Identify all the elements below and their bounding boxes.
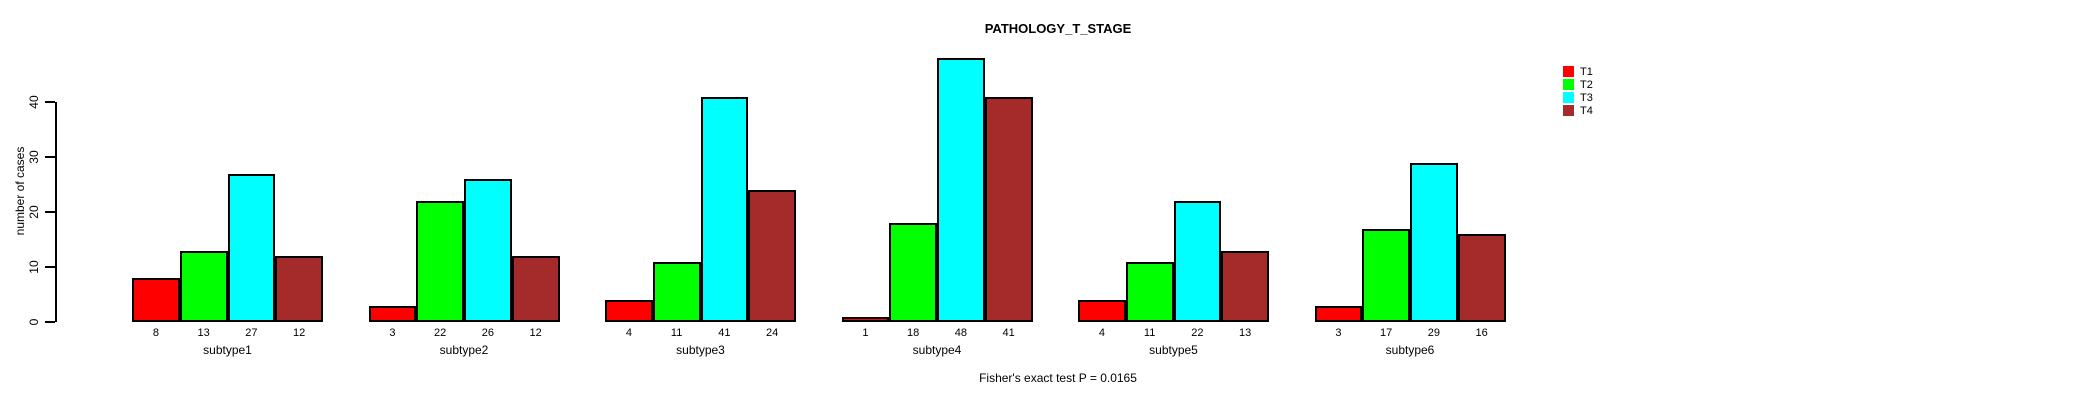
y-axis-tick: [45, 156, 55, 158]
bar-value-label-subtype2-T2: 22: [434, 327, 447, 339]
bar-subtype4-T3: [937, 58, 985, 322]
bar-subtype1-T3: [227, 173, 276, 322]
bar-value-label-subtype1-T4: 12: [293, 327, 306, 339]
bar-value-label-subtype2-T4: 12: [529, 327, 542, 339]
legend-swatch-t2: [1563, 79, 1574, 90]
y-axis-tick-label: 10: [27, 260, 41, 274]
legend-label-t1: T1: [1580, 66, 1593, 78]
bar-subtype3-T4: [748, 190, 796, 322]
bar-value-label-subtype5-T4: 13: [1239, 327, 1252, 339]
bar-subtype3-T3: [700, 96, 749, 322]
bar-subtype2-T3: [464, 179, 512, 322]
group-label-subtype4: subtype4: [912, 343, 962, 357]
bar-subtype6-T3: [1410, 162, 1458, 322]
legend-label-t2: T2: [1580, 79, 1593, 91]
legend-swatch-t4: [1563, 105, 1574, 116]
group-label-subtype5: subtype5: [1149, 343, 1198, 357]
y-axis-tick-label: 0: [27, 318, 41, 326]
bar-value-label-subtype4-T4: 41: [1002, 327, 1015, 339]
bar-value-label-subtype4-T1: 1: [862, 327, 869, 339]
legend-label-t3: T3: [1580, 92, 1593, 104]
bar-value-label-subtype3-T2: 11: [670, 327, 683, 339]
bar-subtype1-T2: [179, 250, 228, 322]
legend-swatch-t1: [1563, 66, 1574, 77]
y-axis-tick-label: 40: [27, 95, 41, 109]
bar-subtype6-T1: [1314, 305, 1363, 322]
bar-value-label-subtype2-T1: 3: [389, 327, 396, 339]
y-axis-line: [55, 102, 57, 322]
y-axis-tick: [45, 266, 55, 268]
legend-label-t4: T4: [1580, 105, 1593, 117]
bar-subtype3-T1: [605, 300, 653, 322]
bar-value-label-subtype1-T3: 27: [245, 327, 258, 339]
bar-value-label-subtype6-T1: 3: [1335, 327, 1342, 339]
bar-subtype3-T2: [652, 261, 701, 322]
y-axis-tick: [45, 101, 55, 103]
bar-subtype2-T1: [368, 305, 417, 322]
bar-subtype6-T4: [1457, 234, 1506, 322]
bar-subtype6-T2: [1362, 228, 1410, 322]
bar-value-label-subtype6-T4: 16: [1475, 327, 1488, 339]
bar-value-label-subtype3-T3: 41: [718, 327, 731, 339]
bar-subtype5-T4: [1221, 250, 1269, 322]
y-axis-tick: [45, 211, 55, 213]
bar-value-label-subtype1-T2: 13: [197, 327, 210, 339]
bar-subtype1-T4: [275, 256, 323, 322]
bar-value-label-subtype6-T2: 17: [1380, 327, 1393, 339]
group-label-subtype6: subtype6: [1385, 343, 1435, 357]
bar-value-label-subtype4-T3: 48: [954, 327, 967, 339]
bar-value-label-subtype5-T3: 22: [1191, 327, 1204, 339]
group-label-subtype3: subtype3: [676, 343, 725, 357]
bar-subtype4-T2: [889, 223, 937, 322]
bar-value-label-subtype5-T2: 11: [1143, 327, 1156, 339]
bar-value-label-subtype1-T1: 8: [152, 327, 159, 339]
bar-subtype5-T1: [1078, 300, 1126, 322]
y-axis-tick: [45, 321, 55, 323]
bar-value-label-subtype6-T3: 29: [1427, 327, 1440, 339]
group-label-subtype1: subtype1: [203, 343, 252, 357]
y-axis-title: number of cases: [13, 146, 27, 236]
bar-subtype4-T4: [984, 96, 1033, 322]
bar-subtype5-T2: [1125, 261, 1174, 322]
bar-subtype4-T1: [841, 316, 890, 322]
y-axis-tick-label: 20: [27, 205, 41, 219]
legend-swatch-t3: [1563, 92, 1574, 103]
fisher-test-annotation: Fisher's exact test P = 0.0165: [979, 371, 1137, 385]
bar-subtype1-T1: [132, 278, 180, 322]
bar-value-label-subtype3-T1: 4: [625, 327, 632, 339]
bar-subtype5-T3: [1173, 201, 1222, 322]
bar-value-label-subtype3-T4: 24: [766, 327, 779, 339]
chart-title: PATHOLOGY_T_STAGE: [984, 21, 1132, 36]
group-label-subtype2: subtype2: [439, 343, 489, 357]
bar-value-label-subtype4-T2: 18: [907, 327, 920, 339]
y-axis-tick-label: 30: [27, 150, 41, 164]
bar-subtype2-T2: [416, 201, 464, 322]
bar-subtype2-T4: [511, 256, 560, 322]
bar-value-label-subtype5-T1: 4: [1098, 327, 1105, 339]
bar-value-label-subtype2-T3: 26: [481, 327, 494, 339]
